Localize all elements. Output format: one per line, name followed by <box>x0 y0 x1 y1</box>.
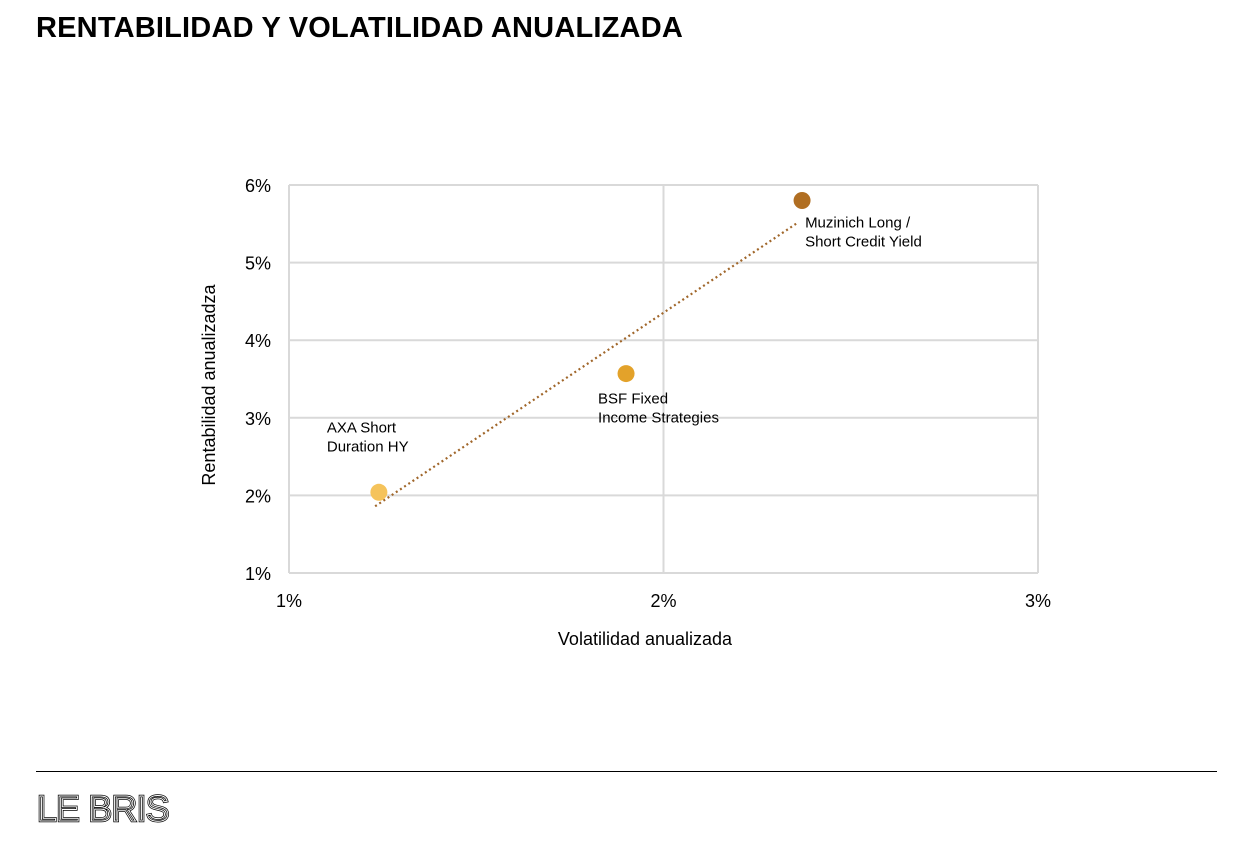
y-tick-label: 3% <box>245 409 271 429</box>
tick-labels: 1% 2% 3% 4% 5% 6% 1% 2% 3% <box>245 176 1051 611</box>
point-label: Muzinich Long / <box>805 215 911 232</box>
x-tick-label: 3% <box>1025 591 1051 611</box>
x-axis-label: Volatilidad anualizada <box>558 629 733 649</box>
y-tick-label: 5% <box>245 254 271 274</box>
x-tick-label: 2% <box>650 591 676 611</box>
y-tick-label: 6% <box>245 176 271 196</box>
y-tick-label: 1% <box>245 564 271 584</box>
brand-logo-text-inner: LE BRIS <box>37 788 169 828</box>
point-labels: AXA Short Duration HY BSF Fixed Income Stra… <box>327 215 922 456</box>
trendline-group <box>374 221 799 508</box>
y-tick-label: 2% <box>245 486 271 506</box>
point-label: Income Strategies <box>598 410 719 427</box>
point-label: BSF Fixed <box>598 391 668 408</box>
trendline <box>374 221 799 508</box>
data-points <box>370 192 811 501</box>
brand-logo-text: LE BRIS <box>37 788 169 828</box>
page-title: RENTABILIDAD Y VOLATILIDAD ANUALIZADA <box>36 12 683 44</box>
data-point <box>370 483 388 501</box>
point-label: AXA Short <box>327 419 397 436</box>
point-label: Short Credit Yield <box>805 234 922 251</box>
data-point <box>793 192 811 210</box>
gridlines <box>288 184 1039 574</box>
data-point <box>617 365 635 383</box>
footer-divider <box>36 771 1217 772</box>
scatter-chart: 1% 2% 3% 4% 5% 6% 1% 2% 3% AXA Short Duration HY B… <box>199 176 1051 649</box>
brand-logo: LE BRIS LE BRIS <box>36 787 171 828</box>
point-label: Duration HY <box>327 438 409 455</box>
y-axis-label: Rentabilidad anualizadza <box>199 283 219 485</box>
x-tick-label: 1% <box>276 591 302 611</box>
y-tick-label: 4% <box>245 331 271 351</box>
